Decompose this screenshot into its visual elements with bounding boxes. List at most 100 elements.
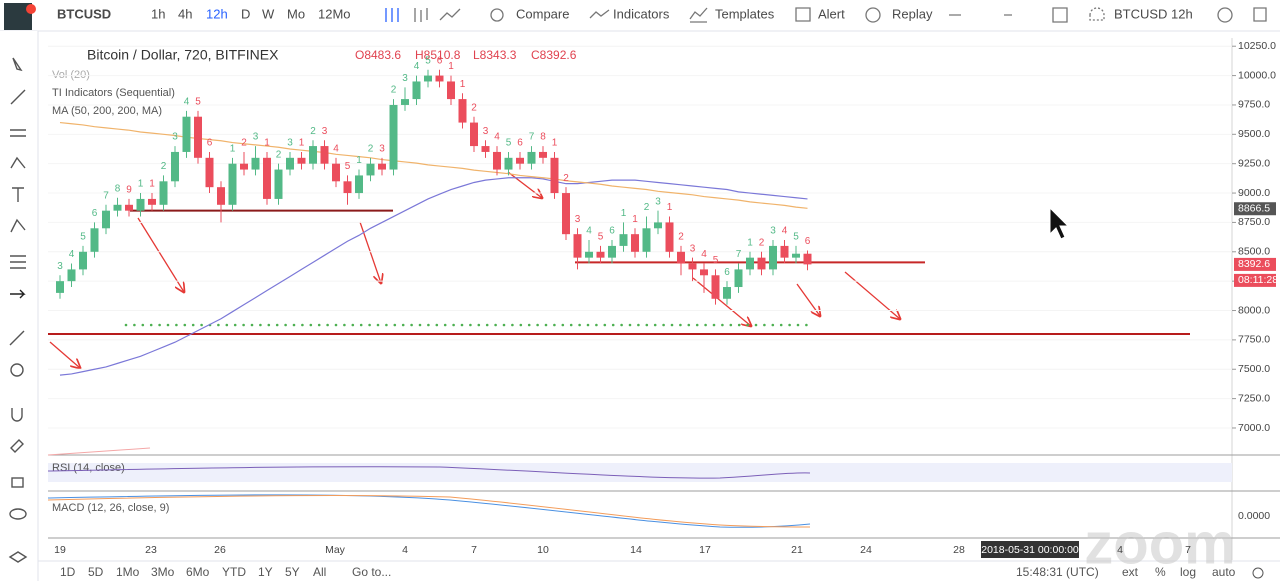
- signal-dot: [704, 323, 707, 327]
- candle-body: [251, 157, 260, 170]
- price-tag-label: 8392.6: [1238, 258, 1270, 270]
- signal-dot: [561, 323, 565, 327]
- signal-dot: [309, 323, 313, 327]
- sequential-count: 3: [690, 243, 696, 254]
- crosshair-date-box: [981, 541, 1079, 558]
- candle-body: [654, 222, 662, 229]
- drawing-tools[interactable]: [8, 57, 28, 563]
- signal-dot: [460, 323, 464, 327]
- candle-body: [67, 269, 76, 282]
- templates-button[interactable]: Templates: [715, 6, 775, 21]
- candle-body: [677, 251, 685, 264]
- range-button[interactable]: 1D: [60, 565, 76, 579]
- candle-body: [585, 251, 593, 258]
- goto-button[interactable]: Go to...: [352, 565, 391, 579]
- scale-option[interactable]: auto: [1212, 565, 1236, 579]
- interval-button[interactable]: W: [262, 6, 275, 21]
- scale-option[interactable]: log: [1180, 565, 1196, 579]
- signal-dot: [536, 323, 539, 327]
- sequential-count: 7: [529, 132, 535, 143]
- scale-option[interactable]: ext: [1122, 565, 1139, 579]
- alert-button[interactable]: Alert: [818, 6, 845, 21]
- sequential-count: 2: [644, 202, 650, 213]
- sequential-count: 1: [621, 208, 627, 219]
- sequential-count: 8: [540, 132, 546, 143]
- sequential-count: 5: [195, 96, 201, 107]
- signal-dot: [603, 323, 607, 327]
- x-tick-label: 14: [630, 544, 642, 556]
- sequential-count: 1: [264, 138, 270, 149]
- interval-button[interactable]: D: [241, 6, 250, 21]
- macd-line: [47, 494, 811, 528]
- candle-body: [688, 263, 697, 270]
- sequential-count: 1: [356, 155, 362, 166]
- range-button[interactable]: 5Y: [285, 565, 300, 579]
- sequential-count: 1: [138, 179, 144, 190]
- sequential-count: 6: [92, 208, 98, 219]
- signal-dot: [494, 323, 497, 327]
- interval-button[interactable]: 4h: [178, 6, 192, 21]
- range-button[interactable]: All: [313, 565, 326, 579]
- interval-button[interactable]: 12h: [206, 6, 228, 21]
- candle-body: [447, 81, 455, 100]
- candle-body: [769, 245, 777, 270]
- signal-dot: [544, 323, 548, 327]
- candle-body: [780, 245, 789, 258]
- candle-body: [504, 157, 513, 170]
- study-label[interactable]: MACD (12, 26, close, 9): [52, 502, 169, 514]
- range-button[interactable]: 1Mo: [116, 565, 140, 579]
- candle-body: [136, 198, 145, 211]
- signal-dot: [149, 323, 153, 327]
- range-button[interactable]: 3Mo: [151, 565, 175, 579]
- signal-dot: [351, 323, 355, 327]
- candle-body: [700, 269, 708, 276]
- interval-button[interactable]: 1h: [151, 6, 165, 21]
- study-label[interactable]: MA (50, 200, 200, MA): [52, 105, 162, 117]
- sequential-count: 2: [678, 232, 684, 243]
- candle-body: [619, 234, 628, 246]
- candle-body: [113, 204, 122, 211]
- sequential-count: 2: [310, 126, 316, 137]
- rsi-line: [47, 466, 811, 479]
- compare-button[interactable]: Compare: [516, 6, 569, 21]
- study-label[interactable]: TI Indicators (Sequential): [52, 87, 175, 99]
- range-button[interactable]: 1Y: [258, 565, 273, 579]
- signal-dot: [477, 323, 481, 327]
- signal-dot: [695, 323, 699, 327]
- candle-body: [792, 253, 800, 258]
- sequential-count: 1: [667, 202, 673, 213]
- scale-option[interactable]: %: [1155, 565, 1166, 579]
- candle-body: [734, 269, 743, 288]
- signal-dot: [301, 323, 304, 327]
- x-tick-label: 28: [953, 544, 965, 556]
- signal-dot: [779, 323, 783, 327]
- sequential-count: 1: [632, 214, 638, 225]
- range-button[interactable]: YTD: [222, 565, 246, 579]
- signal-dot: [141, 323, 145, 327]
- sequential-count: 4: [494, 132, 500, 143]
- sequential-count: 8: [115, 183, 121, 194]
- sequential-count: 1: [230, 143, 236, 154]
- range-button[interactable]: 5D: [88, 565, 104, 579]
- replay-button[interactable]: Replay: [892, 6, 933, 21]
- sequential-count: 2: [368, 143, 374, 154]
- interval-button[interactable]: Mo: [287, 6, 305, 21]
- range-button[interactable]: 6Mo: [186, 565, 210, 579]
- study-label[interactable]: Vol (20): [52, 69, 90, 81]
- signal-dot: [435, 323, 439, 327]
- sequential-count: 7: [736, 249, 742, 260]
- sequential-count: 4: [586, 226, 592, 237]
- indicators-button[interactable]: Indicators: [613, 6, 670, 21]
- signal-dot: [662, 323, 665, 327]
- signal-dot: [721, 323, 724, 327]
- candle-body: [90, 228, 99, 252]
- ohlc-low: L8343.3: [473, 48, 517, 62]
- signal-dot: [611, 323, 615, 327]
- signal-dot: [124, 323, 128, 327]
- symbol[interactable]: BTCUSD: [57, 6, 111, 21]
- study-label[interactable]: RSI (14, close): [52, 462, 125, 474]
- settings-icon[interactable]: [1252, 567, 1264, 579]
- layout-name[interactable]: BTCUSD 12h: [1114, 6, 1193, 21]
- interval-button[interactable]: 12Mo: [318, 6, 351, 21]
- signal-dot: [376, 323, 380, 327]
